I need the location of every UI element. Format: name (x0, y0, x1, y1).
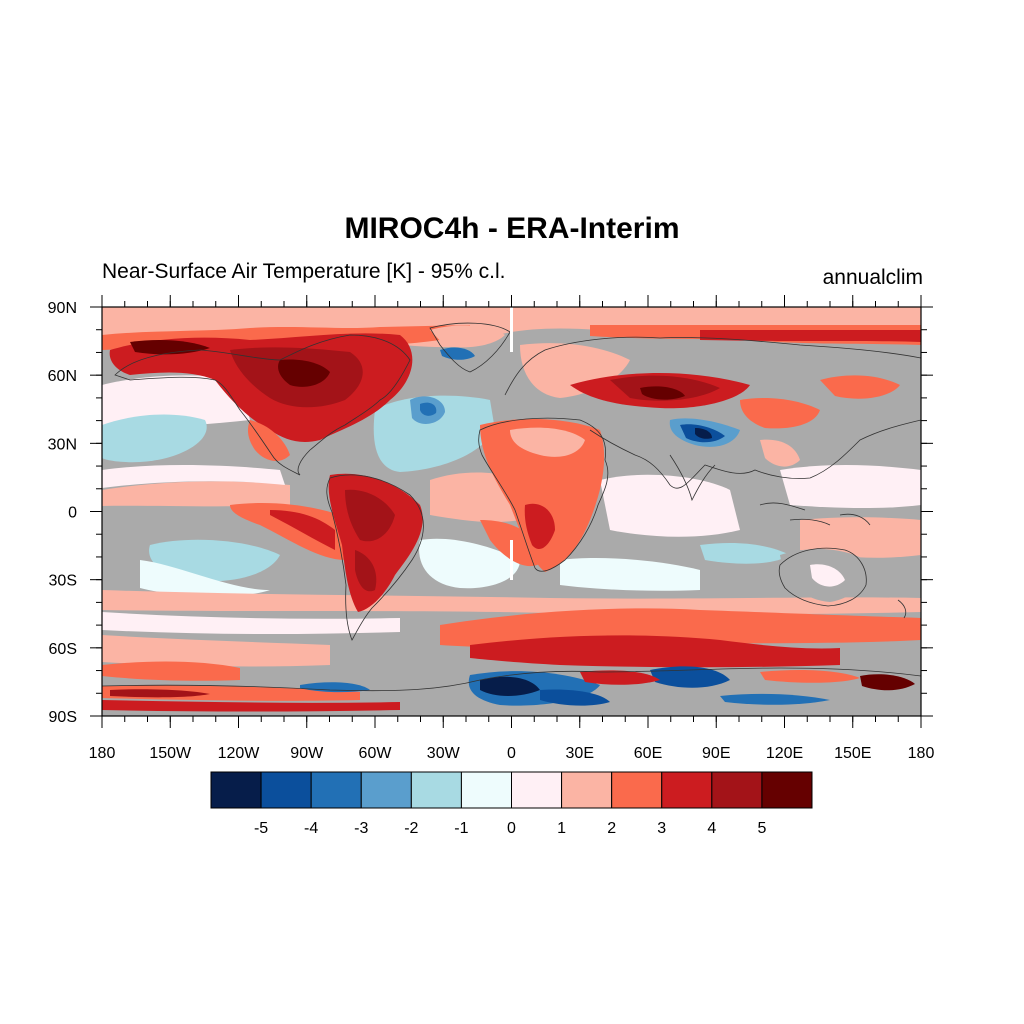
lon-tick-label: 30W (427, 745, 461, 762)
colorbar-label: 3 (657, 820, 666, 837)
lon-tick-label: 60E (634, 745, 662, 762)
prime-meridian-gap (510, 307, 513, 352)
lat-tick-label: 90N (48, 300, 77, 317)
colorbar-swatch (711, 771, 763, 809)
colorbar-swatch (260, 771, 312, 809)
lon-tick-label: 30E (566, 745, 594, 762)
colorbar-label: 5 (757, 820, 766, 837)
colorbar-label: -5 (254, 820, 268, 837)
variable-subtitle: Near-Surface Air Temperature [K] - 95% c… (102, 260, 506, 283)
lat-tick-label: 0 (68, 505, 77, 522)
lon-tick-label: 180 (908, 745, 935, 762)
colorbar-swatch (460, 771, 512, 809)
colorbar-label: -2 (404, 820, 418, 837)
lon-tick-label: 0 (507, 745, 516, 762)
lat-tick-label: 90S (49, 709, 77, 726)
colorbar-swatch (410, 771, 462, 809)
colorbar-label: 1 (557, 820, 566, 837)
lat-tick-label: 60N (48, 368, 77, 385)
colorbar-swatch (511, 771, 563, 809)
colorbar-label: 2 (607, 820, 616, 837)
colorbar: -5 -4 -3 -2 -1 0 1 2 3 4 5 (210, 771, 813, 837)
coastlines (102, 322, 921, 692)
colorbar-label: -1 (454, 820, 468, 837)
colorbar-swatch (310, 771, 362, 809)
colorbar-label: 4 (707, 820, 716, 837)
plot-title: MIROC4h - ERA-Interim (344, 212, 680, 245)
colorbar-swatch (210, 771, 262, 809)
colorbar-label: 0 (507, 820, 516, 837)
season-label: annualclim (822, 266, 923, 289)
lat-tick-label: 30N (48, 436, 77, 453)
lon-tick-label: 120E (766, 745, 803, 762)
lon-tick-label: 150W (149, 745, 192, 762)
lon-tick-label: 120W (218, 745, 261, 762)
map-panel (102, 307, 921, 716)
lon-tick-label: 180 (89, 745, 116, 762)
colorbar-swatch (611, 771, 663, 809)
lat-tick-label: 60S (49, 641, 77, 658)
lon-tick-label: 90W (290, 745, 324, 762)
colorbar-label: -4 (304, 820, 318, 837)
colorbar-label: -3 (354, 820, 368, 837)
axis-ticks: 180 150W 120W 90W 60W 30W 0 30E 60E 90E 120E 150E 18… (48, 295, 935, 762)
ocean-anomaly-fields (102, 307, 921, 716)
colorbar-swatch (360, 771, 412, 809)
colorbar-swatch (661, 771, 713, 809)
lat-tick-label: 30S (49, 573, 77, 590)
land-anomaly-fields (109, 325, 900, 612)
lon-tick-label: 150E (834, 745, 871, 762)
colorbar-swatch (561, 771, 613, 809)
lon-tick-label: 60W (359, 745, 393, 762)
colorbar-swatch (761, 771, 813, 809)
lon-tick-label: 90E (702, 745, 730, 762)
